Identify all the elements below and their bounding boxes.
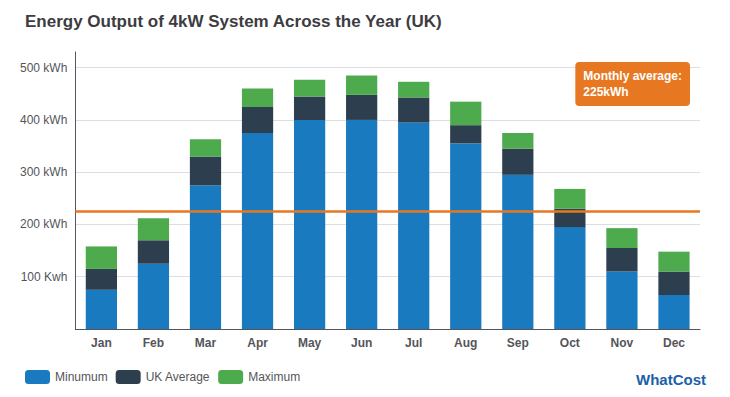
svg-text:100 Kwh: 100 Kwh [21,270,68,284]
svg-text:Oct: Oct [560,336,580,350]
svg-text:Aug: Aug [454,336,477,350]
svg-text:WhatCost: WhatCost [636,371,706,388]
svg-text:Sep: Sep [507,336,529,350]
svg-text:UK Average: UK Average [146,370,210,384]
svg-text:Energy Output of 4kW System Ac: Energy Output of 4kW System Across the Y… [25,12,442,31]
svg-text:225kWh: 225kWh [583,85,628,99]
svg-text:Jun: Jun [351,336,372,350]
svg-text:500 kWh: 500 kWh [20,61,67,75]
svg-text:Maximum: Maximum [248,370,300,384]
svg-text:Feb: Feb [143,336,164,350]
svg-text:Dec: Dec [663,336,685,350]
svg-text:Mar: Mar [195,336,217,350]
svg-text:200 kWh: 200 kWh [20,217,67,231]
svg-text:Monthly average:: Monthly average: [583,69,682,83]
svg-text:Nov: Nov [611,336,634,350]
svg-text:Jan: Jan [91,336,112,350]
svg-text:Jul: Jul [405,336,422,350]
svg-text:Apr: Apr [247,336,268,350]
svg-text:May: May [298,336,322,350]
svg-text:400 kWh: 400 kWh [20,113,67,127]
svg-text:300 kWh: 300 kWh [20,165,67,179]
svg-text:Minumum: Minumum [55,370,108,384]
